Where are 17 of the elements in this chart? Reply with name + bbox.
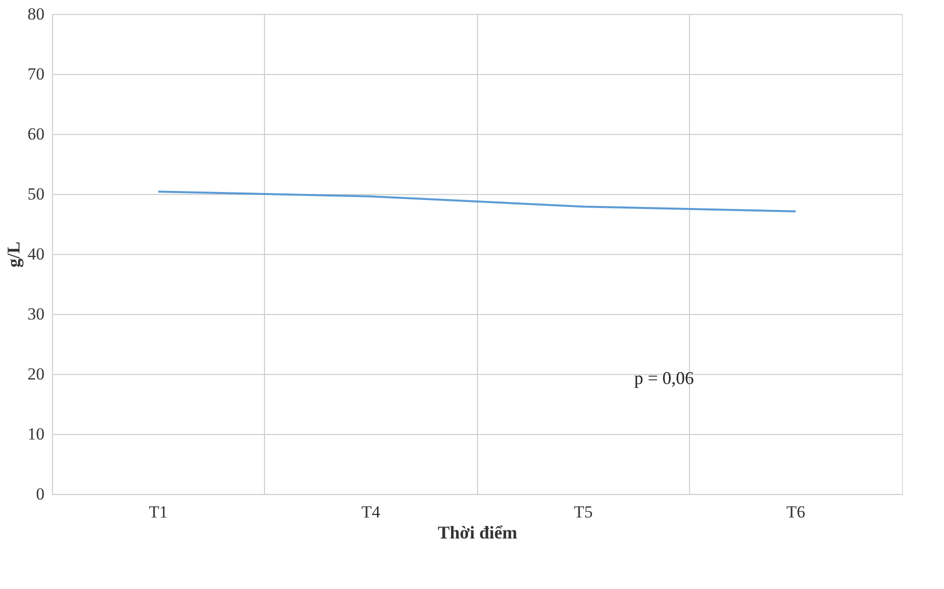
y-tick-label: 10 bbox=[28, 424, 44, 444]
y-tick-label: 70 bbox=[28, 64, 44, 84]
line-series bbox=[157, 190, 797, 212]
y-tick-label: 80 bbox=[28, 4, 44, 24]
y-axis-title: g/L bbox=[4, 241, 24, 268]
y-tick-label: 0 bbox=[36, 484, 44, 504]
y-tick-label: 60 bbox=[28, 124, 44, 144]
y-tick-label: 30 bbox=[28, 304, 44, 324]
x-tick-label: T4 bbox=[361, 502, 381, 522]
x-tick-label: T6 bbox=[786, 502, 806, 522]
y-tick-label: 40 bbox=[28, 244, 44, 264]
y-tick-label: 20 bbox=[28, 364, 44, 384]
y-tick-label: 50 bbox=[28, 184, 44, 204]
x-tick-label: T5 bbox=[574, 502, 593, 522]
x-axis-title: Thời điểm bbox=[438, 522, 518, 542]
x-tick-label: T1 bbox=[148, 502, 168, 522]
annotation: p = 0,06 bbox=[634, 368, 694, 388]
